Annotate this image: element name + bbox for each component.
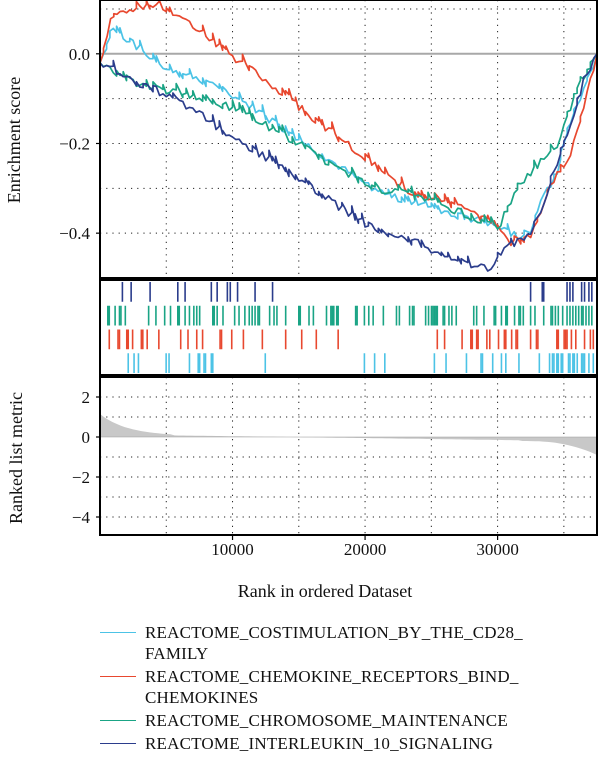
y-axis-label-ranked: Ranked list metric bbox=[6, 392, 26, 524]
y-axis-label-enrichment: Enrichment score bbox=[4, 77, 24, 203]
panel-frame-3 bbox=[99, 376, 598, 536]
series-line-1 bbox=[99, 0, 598, 247]
ranked-metric-area bbox=[100, 414, 597, 455]
frame-layer bbox=[96, 0, 598, 540]
y-tick-label: 2 bbox=[82, 388, 91, 407]
grid-layer bbox=[100, 0, 597, 535]
panel-frame-1 bbox=[99, 0, 598, 279]
legend-item: REACTOME_CHROMOSOME_MAINTENANCE bbox=[100, 710, 590, 731]
marks-layer bbox=[99, 0, 598, 455]
series-line-0 bbox=[99, 25, 598, 240]
y-tick-label: 0 bbox=[82, 428, 91, 447]
y-tick-label: −0.2 bbox=[59, 134, 90, 153]
legend-label-line: REACTOME_CHROMOSOME_MAINTENANCE bbox=[145, 711, 508, 730]
series-line-3 bbox=[99, 53, 598, 272]
series-line-2 bbox=[99, 53, 598, 230]
gsea-chart: 0.0 −0.2 −0.4 2 0 −2 −4 10000 20000 30000 Enrichme… bbox=[4, 0, 598, 600]
y-tick-label: −4 bbox=[72, 508, 91, 527]
legend: REACTOME_COSTIMULATION_BY_THE_CD28_ FAMIL… bbox=[100, 622, 590, 756]
legend-swatch bbox=[100, 676, 136, 677]
x-axis-label: Rank in ordered Dataset bbox=[238, 581, 412, 600]
legend-label-line: REACTOME_CHEMOKINE_RECEPTORS_BIND_ bbox=[145, 667, 519, 686]
legend-label-line: FAMILY bbox=[145, 644, 209, 663]
legend-swatch bbox=[100, 743, 136, 744]
x-tick-label: 20000 bbox=[344, 540, 387, 559]
y-tick-label: 0.0 bbox=[69, 45, 90, 64]
text-layer: 0.0 −0.2 −0.4 2 0 −2 −4 10000 20000 30000 Enrichme… bbox=[4, 45, 519, 600]
panel-frame-2 bbox=[99, 279, 598, 376]
y-tick-label: −0.4 bbox=[59, 224, 90, 243]
legend-item: REACTOME_COSTIMULATION_BY_THE_CD28_ FAMIL… bbox=[100, 622, 590, 664]
y-tick-label: −2 bbox=[72, 468, 90, 487]
x-tick-label: 30000 bbox=[476, 540, 519, 559]
legend-swatch bbox=[100, 720, 136, 721]
legend-item: REACTOME_CHEMOKINE_RECEPTORS_BIND_ CHEMOK… bbox=[100, 666, 590, 708]
legend-label-line: REACTOME_COSTIMULATION_BY_THE_CD28_ bbox=[145, 623, 523, 642]
legend-label-line: REACTOME_INTERLEUKIN_10_SIGNALING bbox=[145, 734, 494, 753]
legend-item: REACTOME_INTERLEUKIN_10_SIGNALING bbox=[100, 733, 590, 754]
x-tick-label: 10000 bbox=[211, 540, 254, 559]
legend-label-line: CHEMOKINES bbox=[145, 688, 259, 707]
legend-swatch bbox=[100, 632, 136, 633]
